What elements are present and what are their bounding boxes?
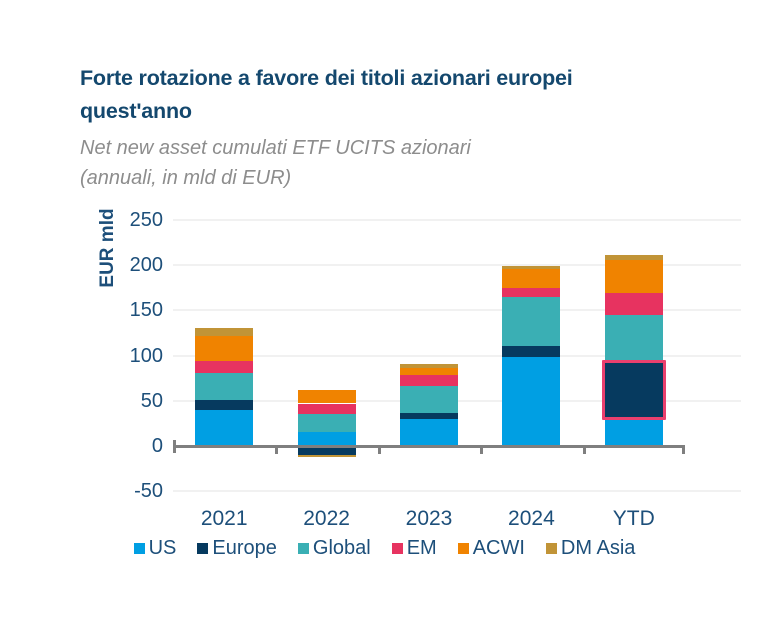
legend-swatch-europe-icon [197, 543, 209, 554]
x-tick-label-2024: 2024 [508, 507, 555, 530]
bar-segment-europe-2023 [400, 412, 458, 419]
x-tick-label-2023: 2023 [405, 507, 453, 530]
legend: US Europe Global EM ACWI DM Asia [0, 536, 769, 560]
bar-segment-acwi-2024 [502, 268, 561, 288]
bar-segment-dm-asia-2022 [297, 455, 356, 457]
legend-label-global: Global [312, 536, 371, 559]
gridline-100 [173, 354, 741, 357]
bar-segment-acwi-ytd [604, 259, 663, 294]
legend-item-acwi: ACWI [457, 536, 525, 560]
bar-segment-global-ytd [604, 314, 663, 363]
gridline-250 [173, 219, 741, 221]
bar-segment-us-2024 [502, 357, 561, 446]
chart-title-line2: quest'anno [80, 99, 192, 123]
bar-segment-global-2022 [297, 414, 356, 433]
y-tick-label-200: 200 [129, 254, 163, 277]
legend-label-dm-asia: DM Asia [560, 536, 636, 559]
bar-segment-em-ytd [604, 293, 663, 315]
bar-segment-acwi-2022 [297, 389, 356, 404]
bar-segment-acwi-2023 [400, 368, 458, 375]
bar-segment-europe-2021 [195, 399, 254, 410]
y-tick-label-50: 50 [140, 389, 163, 412]
bar-segment-us-ytd [604, 417, 663, 446]
y-tick-label-250: 250 [129, 209, 163, 231]
chart-subtitle-line1: Net new asset cumulati ETF UCITS azionar… [80, 137, 471, 159]
bar-segment-us-2021 [195, 409, 254, 446]
legend-swatch-global-icon [297, 543, 309, 554]
bar-segment-em-2021 [195, 361, 254, 373]
bar-segment-em-2024 [502, 287, 561, 297]
chart-title-line1: Forte rotazione a favore dei titoli azio… [80, 66, 573, 90]
x-tick-label-2021: 2021 [200, 507, 248, 530]
gridline-150 [173, 309, 741, 312]
x-axis-tick-2 [377, 447, 381, 454]
chart-subtitle-line2: (annuali, in mld di EUR) [80, 167, 292, 189]
chart-title: Forte rotazione a favore dei titoli azio… [80, 62, 573, 128]
x-axis-tick-1 [275, 447, 279, 454]
gridline-200 [173, 264, 741, 267]
gridline--50 [173, 490, 741, 493]
legend-label-em: EM [406, 536, 437, 559]
bar-segment-us-2023 [400, 418, 458, 446]
bar-segment-dm-asia-ytd [604, 255, 663, 260]
legend-swatch-dm-asia-icon [545, 543, 557, 554]
legend-swatch-acwi-icon [457, 543, 469, 554]
bar-segment-europe-2022 [297, 446, 356, 456]
y-tick-label-150: 150 [129, 299, 163, 322]
bar-segment-acwi-2021 [195, 335, 254, 361]
bar-segment-global-2023 [400, 386, 458, 413]
y-tick-label-100: 100 [129, 344, 163, 367]
legend-item-global: Global [297, 536, 371, 560]
y-tick-label--50: -50 [134, 480, 163, 503]
legend-swatch-em-icon [391, 543, 403, 554]
legend-item-em: EM [391, 536, 437, 560]
legend-item-dm-asia: DM Asia [545, 536, 636, 560]
bar-segment-em-2023 [400, 374, 458, 387]
bar-segment-dm-asia-2024 [502, 266, 561, 269]
x-tick-label-ytd: YTD [612, 507, 655, 530]
bar-segment-global-2024 [502, 296, 561, 346]
x-tick-label-2022: 2022 [303, 507, 350, 530]
legend-label-us: US [148, 536, 177, 559]
legend-item-europe: Europe [197, 537, 277, 560]
x-axis-tick-5 [682, 447, 685, 454]
bar-segment-dm-asia-2021 [195, 327, 254, 336]
x-axis-line [173, 444, 685, 448]
bar-segment-global-2021 [195, 372, 254, 400]
bar-segment-us-2022 [297, 432, 356, 446]
legend-item-us: US [133, 536, 177, 560]
y-tick-label-0: 0 [151, 435, 163, 457]
chart-subtitle: Net new asset cumulati ETF UCITS azionar… [80, 133, 471, 193]
legend-swatch-us-icon [133, 543, 145, 554]
bar-segment-em-2022 [297, 403, 356, 415]
x-axis-tick-3 [480, 447, 484, 454]
x-axis-tick-0 [173, 440, 176, 453]
x-axis-tick-4 [582, 447, 586, 454]
legend-label-europe: Europe [212, 536, 277, 559]
bar-segment-dm-asia-2023 [400, 363, 458, 369]
bar-segment-europe-2024 [502, 345, 561, 358]
highlight-box-europe-ytd [601, 359, 666, 421]
legend-label-acwi: ACWI [472, 536, 525, 559]
